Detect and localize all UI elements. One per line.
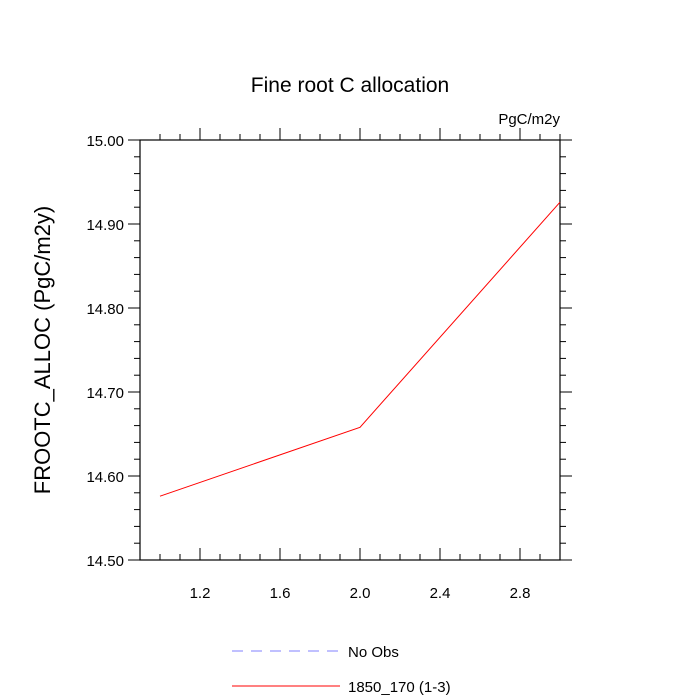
axes: 1.2 1.6 2.0 2.4 2.8 14.50 14.60 14.70 14.80 14.90… [86, 128, 572, 602]
y-tick-label: 14.70 [86, 385, 124, 402]
x-tick-label: 1.2 [190, 585, 211, 602]
legend: No Obs 1850_170 (1-3) [232, 644, 451, 696]
x-tick-label: 1.6 [270, 585, 291, 602]
y-tick-label: 14.50 [86, 553, 124, 570]
x-tick-label: 2.4 [430, 585, 451, 602]
y-tick-label: 14.90 [86, 217, 124, 234]
x-tick-label: 2.8 [510, 585, 531, 602]
chart-title: Fine root C allocation [251, 74, 449, 97]
y-tick-label: 15.00 [86, 133, 124, 150]
series-layer [159, 201, 561, 497]
y-tick-label: 14.80 [86, 301, 124, 318]
x-tick-label: 2.0 [350, 585, 371, 602]
legend-label: No Obs [348, 644, 399, 661]
plot-frame [139, 139, 561, 561]
legend-label: 1850_170 (1-3) [348, 679, 451, 696]
y-tick-label: 14.60 [86, 469, 124, 486]
y-axis-label: FROOTC_ALLOC (PgC/m2y) [30, 206, 55, 495]
series-line [159, 201, 561, 497]
units-label: PgC/m2y [498, 111, 560, 128]
